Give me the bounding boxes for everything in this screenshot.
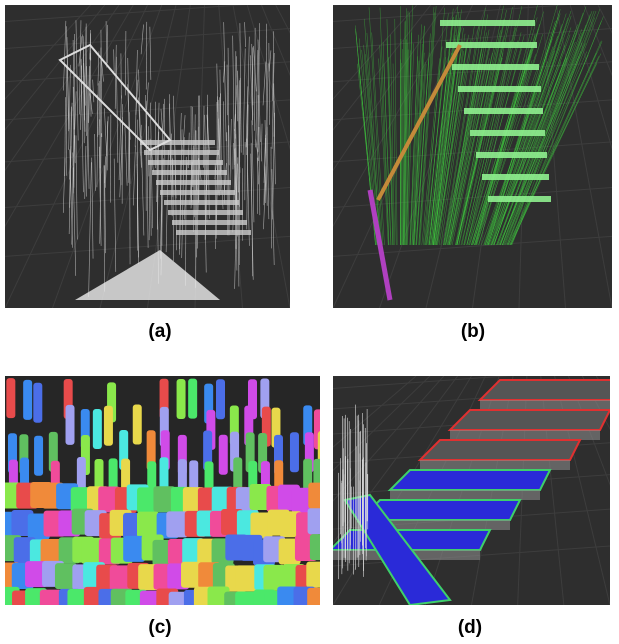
texture <box>452 64 539 70</box>
texture <box>137 512 159 538</box>
texture <box>612 5 619 308</box>
texture <box>390 470 550 490</box>
texture <box>144 150 219 155</box>
texture <box>140 140 215 145</box>
texture <box>306 562 328 588</box>
texture <box>188 379 197 419</box>
texture <box>333 356 610 376</box>
texture <box>440 20 535 26</box>
texture <box>133 404 142 444</box>
texture <box>219 435 228 475</box>
panel-label: (d) <box>458 617 482 638</box>
texture <box>6 378 15 418</box>
texture <box>33 383 42 423</box>
texture <box>420 440 580 460</box>
texture <box>450 430 600 440</box>
texture <box>40 590 62 616</box>
texture <box>307 588 329 614</box>
texture <box>156 180 231 185</box>
figure: (a) (b) (c) (d) <box>0 0 619 644</box>
texture <box>23 380 32 420</box>
texture <box>480 380 619 400</box>
panel-c-image <box>0 376 346 618</box>
texture <box>470 130 545 136</box>
texture <box>308 508 330 534</box>
panel-label: (a) <box>148 321 171 342</box>
texture <box>308 483 330 509</box>
texture <box>458 86 541 92</box>
texture <box>104 406 113 446</box>
texture <box>420 460 570 470</box>
texture <box>450 410 610 430</box>
texture <box>160 190 235 195</box>
texture <box>216 379 225 419</box>
texture <box>177 379 186 419</box>
texture <box>168 210 243 215</box>
texture <box>34 436 43 476</box>
texture <box>290 432 299 472</box>
texture <box>148 160 223 165</box>
texture <box>164 200 239 205</box>
texture <box>476 152 547 158</box>
texture <box>390 490 540 500</box>
texture <box>480 400 619 410</box>
texture <box>488 196 551 202</box>
texture <box>310 534 332 560</box>
texture <box>482 174 549 180</box>
texture <box>172 220 247 225</box>
texture <box>610 376 619 605</box>
texture <box>5 0 290 5</box>
texture <box>93 409 102 449</box>
texture <box>66 405 75 445</box>
panel-label: (b) <box>461 321 485 342</box>
texture <box>176 230 251 235</box>
texture <box>333 0 612 5</box>
texture <box>464 108 543 114</box>
texture <box>152 170 227 175</box>
texture <box>236 565 258 591</box>
panel-label: (c) <box>148 617 171 638</box>
